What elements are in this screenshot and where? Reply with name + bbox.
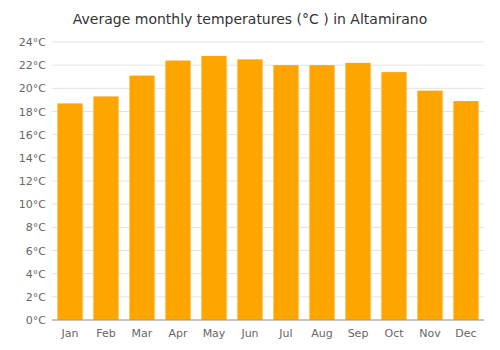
x-tick-label: Apr [168,327,188,340]
y-tick-label: 2°C [26,291,46,304]
bar [309,65,334,320]
x-tick-label: Nov [419,327,441,340]
y-tick-label: 4°C [26,268,46,281]
bar [201,56,226,320]
y-tick-label: 24°C [19,36,46,49]
x-axis-line [52,320,484,321]
title: Average monthly temperatures (°C ) in Al… [73,11,427,27]
y-tick-label: 20°C [19,82,46,95]
bar [417,91,442,320]
x-tick-label: Jun [240,327,258,340]
bar [273,65,298,320]
x-tick-label: May [203,327,226,340]
bar [57,103,82,320]
y-tick-label: 8°C [26,221,46,234]
x-tick-label: Jan [61,327,79,340]
x-tick-label: Sep [348,327,369,340]
y-axis: 0°C 2°C 4°C 6°C 8°C 10°C 12°C 14°C 16°C 18°C 20°C 2… [19,36,484,327]
bar [237,59,262,320]
x-tick-label: Jul [278,327,292,340]
chart: Average monthly temperatures (°C ) in Al… [0,0,500,350]
x-tick-label: Feb [96,327,115,340]
grid-line [52,88,484,89]
x-tick-label: Oct [384,327,404,340]
grid-line [52,42,484,43]
grid-line [52,320,484,321]
y-tick-label: 16°C [19,129,46,142]
grid-line [52,65,484,66]
bars [57,56,478,320]
x-tick-label: Mar [132,327,153,340]
bar [129,76,154,320]
x-tick-label: Aug [311,327,332,340]
bar [453,101,478,320]
y-tick-label: 18°C [19,106,46,119]
bar [345,63,370,320]
y-tick-label: 10°C [19,198,46,211]
y-tick-label: 0°C [26,314,46,327]
x-axis: Jan Feb Mar Apr May Jun Jul Aug Sep Oct Nov Dec [61,327,477,340]
y-tick-label: 6°C [26,245,46,258]
x-tick-label: Dec [455,327,476,340]
y-tick-label: 12°C [19,175,46,188]
bar [165,61,190,320]
bar [381,72,406,320]
y-tick-label: 22°C [19,59,46,72]
y-tick-label: 14°C [19,152,46,165]
bar [93,96,118,320]
